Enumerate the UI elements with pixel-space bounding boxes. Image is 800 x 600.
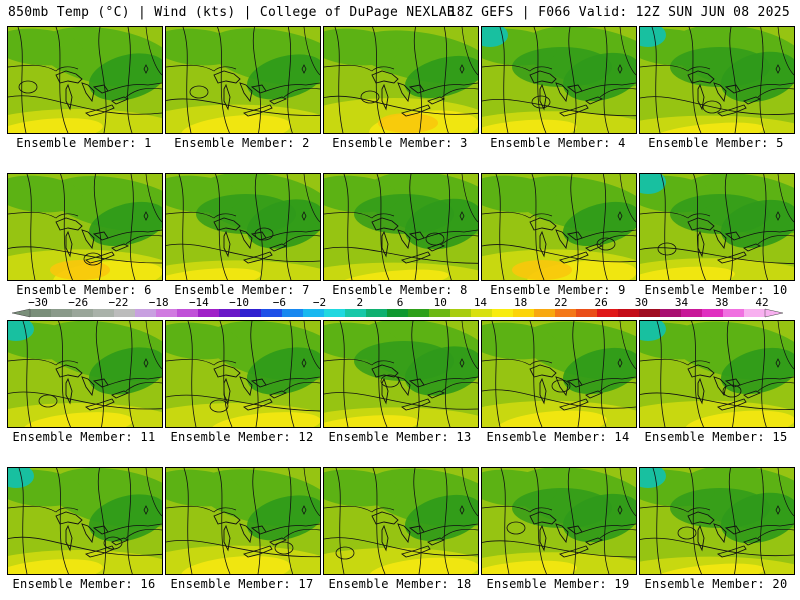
colorbar-segment xyxy=(387,309,409,317)
colorbar-tick-label: −10 xyxy=(229,296,249,309)
colorbar-tick-label: −6 xyxy=(273,296,286,309)
ensemble-member-label: Ensemble Member: 2 xyxy=(174,136,310,150)
ensemble-member-label: Ensemble Member: 18 xyxy=(328,577,472,591)
run-valid-time: 18Z GEFS | F066 Valid: 12Z SUN JUN 08 20… xyxy=(448,5,790,20)
colorbar-segment xyxy=(723,309,745,317)
ensemble-member-map xyxy=(323,26,479,134)
colorbar-tick-label: 6 xyxy=(397,296,404,309)
ensemble-member-map xyxy=(165,173,321,281)
colorbar-tick-label: −2 xyxy=(313,296,326,309)
colorbar-segment xyxy=(72,309,94,317)
ensemble-member-map xyxy=(639,467,795,575)
colorbar-segment xyxy=(639,309,661,317)
colorbar-segment xyxy=(219,309,241,317)
colorbar-tick-label: −22 xyxy=(109,296,129,309)
colorbar-segment xyxy=(51,309,73,317)
ensemble-member-map xyxy=(165,320,321,428)
ensemble-member-map xyxy=(165,26,321,134)
ensemble-member-label: Ensemble Member: 20 xyxy=(644,577,788,591)
colorbar-segment xyxy=(345,309,367,317)
colorbar-segment xyxy=(744,309,766,317)
ensemble-member-label: Ensemble Member: 19 xyxy=(486,577,630,591)
colorbar-segment xyxy=(555,309,577,317)
colorbar-segment xyxy=(681,309,703,317)
colorbar-segment xyxy=(429,309,451,317)
ensemble-member-map xyxy=(481,320,637,428)
ensemble-member-label: Ensemble Member: 3 xyxy=(332,136,468,150)
ensemble-member-map xyxy=(481,173,637,281)
colorbar-tick-label: 14 xyxy=(474,296,488,309)
colorbar-segment xyxy=(93,309,115,317)
ensemble-member-map xyxy=(639,26,795,134)
ensemble-member-label: Ensemble Member: 4 xyxy=(490,136,626,150)
colorbar-tick-label: 26 xyxy=(594,296,607,309)
ensemble-member-map xyxy=(7,173,163,281)
colorbar-tick-label: 30 xyxy=(635,296,648,309)
ensemble-member-label: Ensemble Member: 15 xyxy=(644,430,788,444)
colorbar-tick-label: 34 xyxy=(675,296,689,309)
colorbar-tick-label: 38 xyxy=(715,296,728,309)
colorbar-segment xyxy=(324,309,346,317)
map-title: 850mb Temp (°C) | Wind (kts) | College o… xyxy=(8,5,455,20)
colorbar-segment xyxy=(450,309,472,317)
colorbar-low-arrow xyxy=(11,308,31,318)
ensemble-member-label: Ensemble Member: 12 xyxy=(170,430,314,444)
colorbar-segment xyxy=(618,309,640,317)
colorbar-segment xyxy=(261,309,283,317)
colorbar-tick-label: −14 xyxy=(189,296,209,309)
colorbar-segment xyxy=(135,309,157,317)
colorbar-tick-label: 42 xyxy=(755,296,768,309)
colorbar-tick-label: 10 xyxy=(434,296,447,309)
ensemble-member-label: Ensemble Member: 16 xyxy=(12,577,156,591)
ensemble-member-map xyxy=(165,467,321,575)
ensemble-member-label: Ensemble Member: 6 xyxy=(16,283,152,297)
colorbar-segment xyxy=(114,309,136,317)
colorbar-segment xyxy=(597,309,619,317)
colorbar-tick-label: −30 xyxy=(28,296,48,309)
colorbar-segment xyxy=(156,309,178,317)
colorbar-high-arrow xyxy=(764,308,784,318)
ensemble-member-label: Ensemble Member: 13 xyxy=(328,430,472,444)
colorbar-segment xyxy=(366,309,388,317)
colorbar-segment xyxy=(240,309,262,317)
ensemble-member-map xyxy=(323,320,479,428)
colorbar-segment xyxy=(513,309,535,317)
ensemble-member-label: Ensemble Member: 7 xyxy=(174,283,310,297)
colorbar-segment xyxy=(282,309,304,317)
ensemble-member-label: Ensemble Member: 14 xyxy=(486,430,630,444)
colorbar-segment xyxy=(303,309,325,317)
ensemble-member-label: Ensemble Member: 17 xyxy=(170,577,314,591)
colorbar-tick-label: 18 xyxy=(514,296,527,309)
colorbar-tick-label: 22 xyxy=(554,296,567,309)
ensemble-member-map xyxy=(7,467,163,575)
temperature-color-scale: −30 −26 −22 −18 −14 −10 −6 −2 2 6 10 14 18 22 26 30 34 38… xyxy=(11,296,784,318)
colorbar-segment xyxy=(177,309,199,317)
ensemble-member-map xyxy=(639,173,795,281)
colorbar-segment xyxy=(534,309,556,317)
ensemble-member-label: Ensemble Member: 9 xyxy=(490,283,626,297)
colorbar-segment xyxy=(30,309,52,317)
ensemble-member-label: Ensemble Member: 5 xyxy=(648,136,784,150)
ensemble-member-label: Ensemble Member: 10 xyxy=(644,283,788,297)
colorbar-segment xyxy=(702,309,724,317)
colorbar-segment xyxy=(660,309,682,317)
colorbar-segment xyxy=(198,309,220,317)
colorbar-segment xyxy=(576,309,598,317)
colorbar-segment xyxy=(471,309,493,317)
colorbar-segment xyxy=(408,309,430,317)
ensemble-member-map xyxy=(323,173,479,281)
ensemble-member-label: Ensemble Member: 8 xyxy=(332,283,468,297)
ensemble-member-map xyxy=(7,26,163,134)
colorbar-tick-label: −26 xyxy=(68,296,88,309)
ensemble-member-label: Ensemble Member: 1 xyxy=(16,136,152,150)
ensemble-member-map xyxy=(7,320,163,428)
ensemble-member-map xyxy=(639,320,795,428)
ensemble-member-map xyxy=(481,467,637,575)
ensemble-member-label: Ensemble Member: 11 xyxy=(12,430,156,444)
ensemble-member-map xyxy=(481,26,637,134)
colorbar-tick-label: −18 xyxy=(149,296,169,309)
ensemble-member-map xyxy=(323,467,479,575)
colorbar-segment xyxy=(492,309,514,317)
colorbar-tick-label: 2 xyxy=(356,296,363,309)
